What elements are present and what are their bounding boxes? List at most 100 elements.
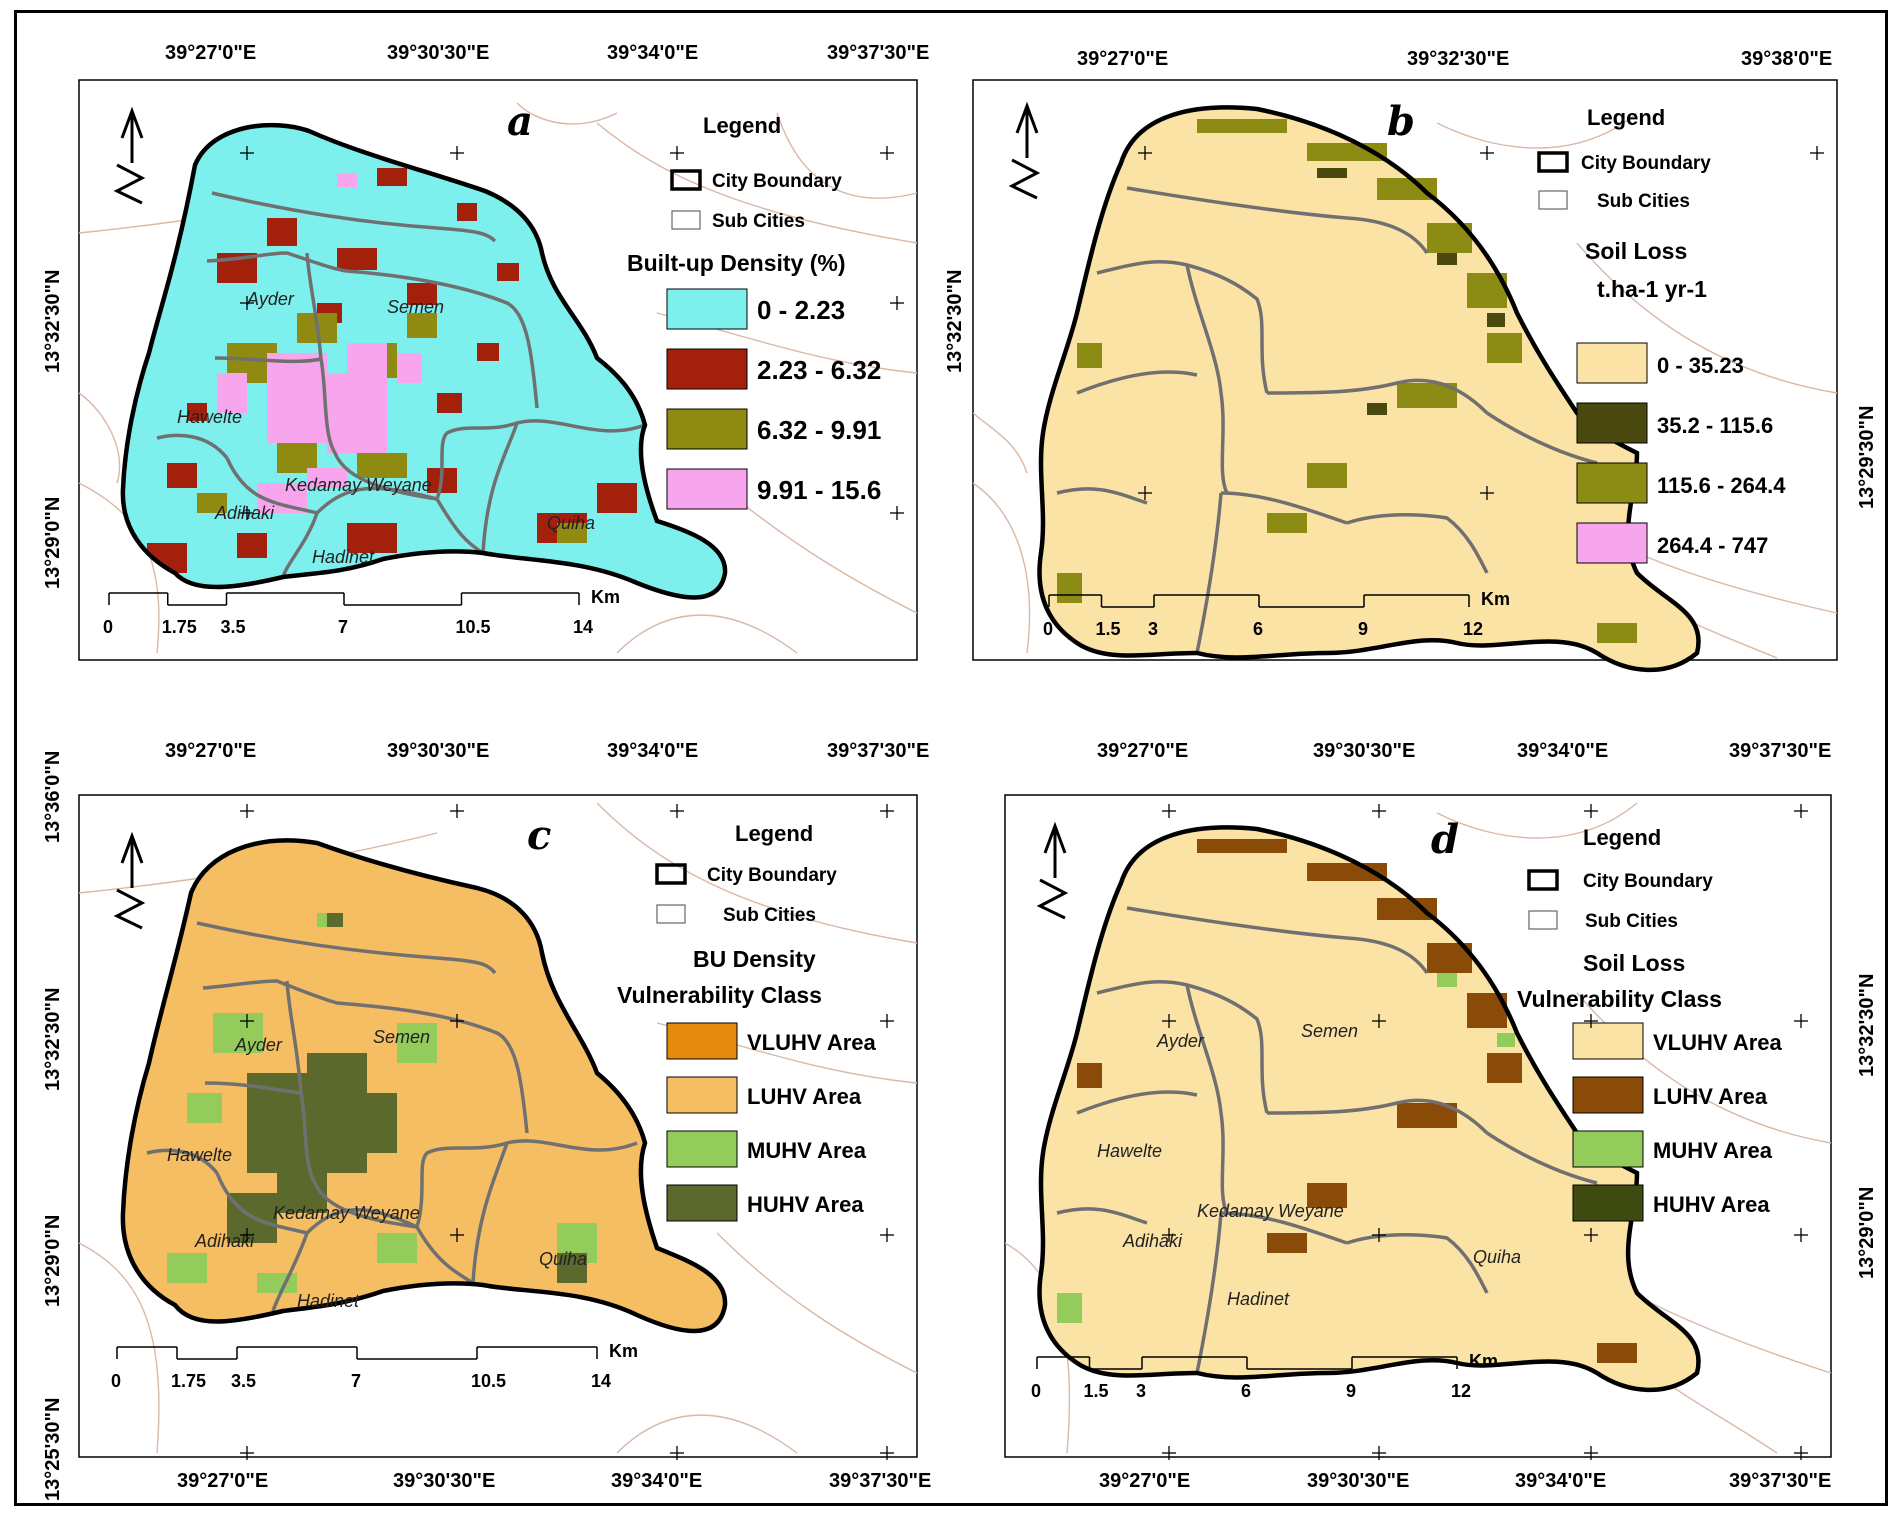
- subcity-label-adihaki-c: Adihaki: [194, 1231, 255, 1251]
- scale-label-4: 7: [351, 1371, 361, 1391]
- legend-swatch-3: [666, 408, 748, 450]
- scale-label-2: 1.75: [171, 1371, 206, 1391]
- coord-b-bottom-4: 39°37'30"E: [1729, 740, 1831, 762]
- legend-class-heading-b-2: t.ha-1 yr-1: [1597, 276, 1707, 302]
- coord-c-left-3: 13°29'0"N: [42, 1215, 64, 1307]
- legend-swatch-2: [666, 1076, 738, 1114]
- luhv-pixels-d: [1077, 839, 1637, 1363]
- graticule-cross-icon: [1138, 486, 1152, 500]
- legend-title-d: Legend: [1583, 825, 1661, 850]
- legend-swatch-2: [666, 348, 748, 390]
- graticule-cross-icon: [880, 1014, 894, 1028]
- subcity-label-kedamay-weyane-d: Kedamay Weyane: [1197, 1201, 1344, 1221]
- graticule-cross-icon: [240, 1228, 254, 1242]
- scale-label-5: 10.5: [471, 1371, 506, 1391]
- legend-a: Legend City Boundary Sub Cities Built-up…: [627, 113, 881, 510]
- subcity-label-hadinet-a: Hadinet: [312, 547, 375, 567]
- scale-label-1: 0: [1043, 619, 1053, 639]
- subcity-label-quiha-c: Quiha: [539, 1249, 587, 1269]
- graticule-cross-icon: [240, 804, 254, 818]
- scale-bar-d: 0 1.5 3 6 9 12 Km: [1031, 1351, 1498, 1401]
- legend-classes-c: VLUHV Area LUHV Area MUHV Area HUHV Area: [666, 1022, 877, 1222]
- scale-label-5: 9: [1346, 1381, 1356, 1401]
- legend-subcities-label-b: Sub Cities: [1597, 191, 1690, 212]
- panel-letter-b: b: [1387, 98, 1415, 145]
- legend-subcities-swatch-d: [1528, 910, 1558, 930]
- coord-b-right-1: 13°29'30"N: [1856, 406, 1878, 509]
- scale-label-5: 9: [1358, 619, 1368, 639]
- graticule-cross-icon: [1584, 1228, 1598, 1242]
- panel-letter-d: d: [1431, 816, 1459, 863]
- scale-label-6: 14: [591, 1371, 611, 1391]
- legend-class-label-4: 9.91 - 15.6: [757, 475, 881, 505]
- legend-boundary-swatch-b: [1537, 151, 1569, 173]
- north-arrow-icon: [113, 831, 146, 930]
- legend-swatch-1: [666, 288, 748, 330]
- city-boundary-a: [120, 122, 728, 600]
- scale-label-2: 1.75: [162, 617, 197, 637]
- legend-class-label-2: 35.2 - 115.6: [1657, 413, 1773, 438]
- legend-classes-a: 0 - 2.23 2.23 - 6.32 6.32 - 9.91 9.91 - 15.…: [666, 288, 881, 510]
- legend-swatch-1: [666, 1022, 738, 1060]
- scale-label-2: 1.5: [1096, 619, 1121, 639]
- subcity-label-ayder-a: Ayder: [246, 289, 295, 309]
- scale-label-1: 0: [1031, 1381, 1041, 1401]
- city-boundary-b: [1037, 105, 1701, 673]
- coord-a-top-1: 39°27'0"E: [165, 42, 256, 64]
- graticule-cross-icon: [240, 506, 254, 520]
- scale-unit: Km: [609, 1341, 638, 1361]
- subcity-label-hawelte-d: Hawelte: [1097, 1141, 1162, 1161]
- coord-c-left-1: 13°36'0"N: [42, 751, 64, 843]
- legend-boundary-label-b: City Boundary: [1581, 153, 1711, 174]
- legend-class-label-3: 6.32 - 9.91: [757, 415, 881, 445]
- legend-swatch-4: [1572, 1184, 1644, 1222]
- graticule-cross-icon: [240, 1446, 254, 1460]
- scale-bar-b: 0 1.5 3 6 9 12 Km: [1043, 589, 1510, 639]
- legend-d: Legend City Boundary Sub Cities Soil Los…: [1517, 825, 1783, 1222]
- legend-class-label-3: MUHV Area: [747, 1138, 867, 1163]
- scale-label-4: 6: [1241, 1381, 1251, 1401]
- legend-boundary-label-d: City Boundary: [1583, 871, 1713, 892]
- subcity-label-adihaki-d: Adihaki: [1122, 1231, 1183, 1251]
- legend-class-heading-c-2: Vulnerability Class: [617, 982, 822, 1008]
- graticule-cross-icon: [1794, 1446, 1808, 1460]
- graticule-cross-icon: [670, 146, 684, 160]
- graticule-cross-icon: [880, 1228, 894, 1242]
- graticule-cross-icon: [240, 146, 254, 160]
- legend-class-heading-d-1: Soil Loss: [1583, 950, 1685, 976]
- legend-class-label-3: MUHV Area: [1653, 1138, 1773, 1163]
- scale-label-3: 3.5: [231, 1371, 256, 1391]
- scale-label-6: 12: [1463, 619, 1483, 639]
- graticule-cross-icon: [670, 1446, 684, 1460]
- graticule-cross-icon: [450, 804, 464, 818]
- legend-class-label-1: 0 - 2.23: [757, 295, 845, 325]
- panel-d-soil-loss-vulnerability: Ayder Semen Hawelte Kedamay Weyane Adiha…: [1004, 794, 1832, 1458]
- legend-class-label-1: 0 - 35.23: [1657, 353, 1744, 378]
- legend-swatch-4: [1576, 522, 1648, 564]
- scale-unit: Km: [591, 587, 620, 607]
- coord-b-bottom-2: 39°30'30"E: [1313, 740, 1415, 762]
- city-boundary-d: [1037, 825, 1701, 1393]
- coord-b-bottom-1: 39°27'0"E: [1097, 740, 1188, 762]
- legend-classes-b: 0 - 35.23 35.2 - 115.6 115.6 - 264.4 264.4 …: [1576, 342, 1786, 564]
- legend-class-label-1: VLUHV Area: [1653, 1030, 1783, 1055]
- graticule-cross-icon: [1810, 146, 1824, 160]
- legend-class-heading-b-1: Soil Loss: [1585, 238, 1687, 264]
- sub-city-boundaries-a: [156, 191, 646, 578]
- scale-bar-c: 0 1.75 3.5 7 10.5 14 Km: [111, 1341, 638, 1391]
- legend-swatch-4: [666, 1184, 738, 1222]
- graticule-cross-icon: [880, 804, 894, 818]
- coord-d-right-2: 13°29'0"N: [1856, 1187, 1878, 1279]
- subcity-label-quiha-d: Quiha: [1473, 1247, 1521, 1267]
- legend-swatch-3: [1576, 462, 1648, 504]
- scale-label-5: 10.5: [456, 617, 491, 637]
- coord-d-bottom-1: 39°27'0"E: [1099, 1470, 1190, 1492]
- graticule-cross-icon: [880, 146, 894, 160]
- legend-boundary-swatch-c: [655, 863, 687, 885]
- scale-label-4: 6: [1253, 619, 1263, 639]
- coord-c-top-3: 39°34'0"E: [607, 740, 698, 762]
- subcity-label-hawelte-a: Hawelte: [177, 407, 242, 427]
- north-arrow-icon: [1036, 821, 1069, 920]
- coord-c-left-4: 13°25'30"N: [42, 1398, 64, 1501]
- subcity-label-ayder-c: Ayder: [234, 1035, 283, 1055]
